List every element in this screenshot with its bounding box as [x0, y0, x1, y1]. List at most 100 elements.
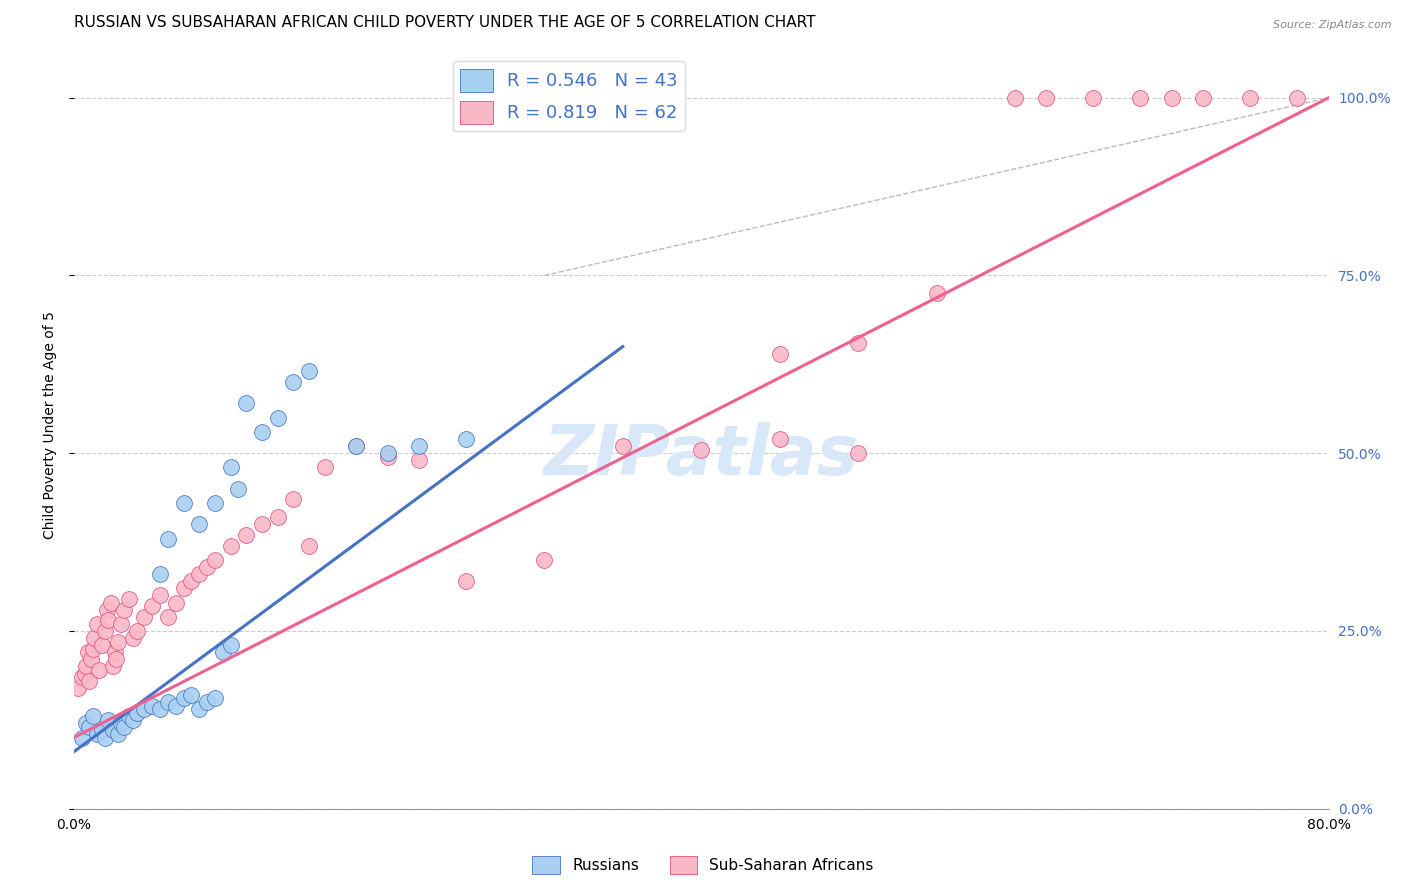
Point — [204, 691, 226, 706]
Point — [67, 681, 90, 695]
Text: RUSSIAN VS SUBSAHARAN AFRICAN CHILD POVERTY UNDER THE AGE OF 5 CORRELATION CHART: RUSSIAN VS SUBSAHARAN AFRICAN CHILD POVE… — [73, 15, 815, 30]
Point — [454, 432, 477, 446]
Point — [173, 582, 195, 596]
Point — [219, 638, 242, 652]
Point — [101, 659, 124, 673]
Point — [219, 460, 242, 475]
Point — [377, 446, 399, 460]
Point — [283, 375, 305, 389]
Legend: R = 0.546   N = 43, R = 0.819   N = 62: R = 0.546 N = 43, R = 0.819 N = 62 — [453, 62, 685, 131]
Point — [100, 595, 122, 609]
Point — [1035, 91, 1057, 105]
Point — [125, 706, 148, 720]
Point — [344, 439, 367, 453]
Point — [94, 624, 117, 638]
Point — [454, 574, 477, 589]
Point — [377, 450, 399, 464]
Point — [165, 698, 187, 713]
Point — [86, 727, 108, 741]
Point — [1129, 91, 1152, 105]
Point — [165, 595, 187, 609]
Point — [1239, 91, 1261, 105]
Point — [344, 439, 367, 453]
Point — [408, 439, 430, 453]
Point — [1192, 91, 1215, 105]
Point — [188, 517, 211, 532]
Point — [122, 631, 145, 645]
Point — [846, 446, 869, 460]
Point — [1083, 91, 1105, 105]
Point — [1160, 91, 1182, 105]
Point — [110, 616, 132, 631]
Point — [134, 609, 156, 624]
Point — [86, 616, 108, 631]
Point — [79, 673, 101, 688]
Point — [314, 460, 336, 475]
Point — [188, 702, 211, 716]
Point — [204, 553, 226, 567]
Point — [156, 609, 179, 624]
Point — [73, 666, 96, 681]
Point — [75, 716, 97, 731]
Point — [173, 496, 195, 510]
Point — [267, 510, 290, 524]
Point — [110, 716, 132, 731]
Point — [173, 691, 195, 706]
Point — [82, 641, 104, 656]
Point — [235, 396, 257, 410]
Point — [267, 410, 290, 425]
Point — [107, 634, 129, 648]
Point — [298, 364, 321, 378]
Point — [925, 286, 948, 301]
Point — [79, 720, 101, 734]
Legend: Russians, Sub-Saharan Africans: Russians, Sub-Saharan Africans — [526, 850, 880, 880]
Point — [1004, 91, 1026, 105]
Point — [180, 688, 202, 702]
Point — [188, 567, 211, 582]
Point — [112, 602, 135, 616]
Point — [107, 727, 129, 741]
Point — [149, 702, 172, 716]
Point — [101, 723, 124, 738]
Point — [250, 425, 273, 439]
Point — [612, 439, 634, 453]
Point — [91, 638, 114, 652]
Point — [134, 702, 156, 716]
Point — [195, 695, 218, 709]
Point — [97, 613, 120, 627]
Point — [87, 663, 110, 677]
Point — [408, 453, 430, 467]
Y-axis label: Child Poverty Under the Age of 5: Child Poverty Under the Age of 5 — [44, 310, 58, 539]
Point — [70, 731, 93, 745]
Point — [769, 347, 792, 361]
Point — [122, 713, 145, 727]
Point — [149, 588, 172, 602]
Point — [103, 645, 125, 659]
Point — [298, 539, 321, 553]
Point — [96, 602, 118, 616]
Point — [83, 631, 105, 645]
Point — [204, 496, 226, 510]
Point — [118, 591, 141, 606]
Point — [97, 713, 120, 727]
Text: Source: ZipAtlas.com: Source: ZipAtlas.com — [1274, 20, 1392, 29]
Point — [125, 624, 148, 638]
Point — [235, 528, 257, 542]
Point — [228, 482, 250, 496]
Point — [283, 492, 305, 507]
Point — [211, 645, 233, 659]
Point — [70, 670, 93, 684]
Point — [80, 652, 103, 666]
Point — [180, 574, 202, 589]
Point — [195, 560, 218, 574]
Point — [77, 645, 100, 659]
Point — [156, 695, 179, 709]
Point — [118, 709, 141, 723]
Point — [105, 652, 128, 666]
Point — [533, 553, 555, 567]
Point — [141, 698, 163, 713]
Point — [219, 539, 242, 553]
Point — [250, 517, 273, 532]
Point — [91, 723, 114, 738]
Point — [690, 442, 713, 457]
